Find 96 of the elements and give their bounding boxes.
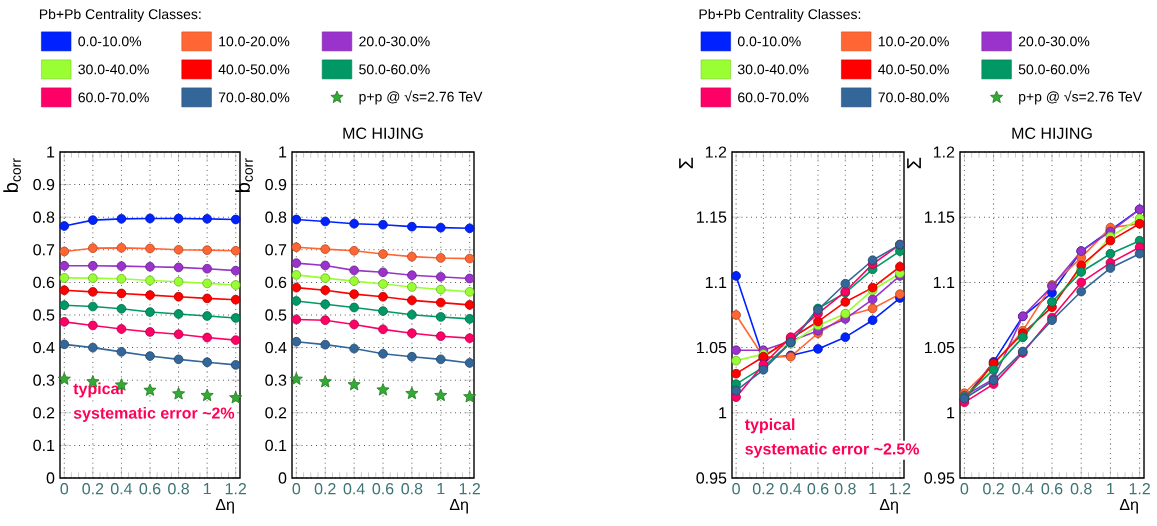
- annotation: systematic error ~2%: [73, 406, 235, 422]
- y-tick-label: 0.4: [265, 341, 287, 354]
- y-axis-title: Σ: [679, 157, 693, 169]
- x-tick-label: 0: [960, 483, 969, 495]
- x-tick-label: 0: [60, 483, 69, 495]
- chart-title: MC HIJING: [343, 127, 423, 139]
- legend-label: 0.0-10.0%: [737, 36, 801, 47]
- legend-label: p+p @ √s=2.76 TeV: [1019, 90, 1143, 105]
- y-tick-label: 0.2: [33, 407, 55, 419]
- legend-label: 30.0-40.0%: [78, 64, 149, 75]
- y-tick-label: 0.4: [33, 341, 55, 354]
- y-axis-title: b$_{corr}$: [235, 158, 253, 193]
- y-tick-label: 0.8: [33, 211, 55, 223]
- x-tick-label: 0.4: [1012, 483, 1034, 495]
- y-tick-label: 0.9: [33, 178, 55, 191]
- y-tick-label: 0.6: [33, 276, 55, 289]
- y-tick-label: 1.1: [705, 276, 727, 288]
- x-tick-label: 0.4: [110, 483, 133, 495]
- y-tick-label: 0.9: [265, 178, 287, 191]
- y-tick-label: 1.15: [697, 211, 727, 223]
- y-tick-label: 0.1: [33, 439, 55, 452]
- y-tick-label: 0.3: [265, 374, 287, 386]
- legend-label: 60.0-70.0%: [78, 92, 149, 103]
- y-tick-label: 1.2: [933, 146, 955, 158]
- legend-label: 10.0-20.0%: [878, 36, 949, 47]
- legend-label: 70.0-80.0%: [878, 92, 949, 103]
- legend-title: Pb+Pb Centrality Classes:: [39, 8, 201, 22]
- x-tick-label: 1: [203, 483, 211, 495]
- legend-label: 40.0-50.0%: [878, 64, 949, 75]
- x-tick-label: 0.2: [752, 483, 774, 495]
- y-tick-label: 0.2: [265, 407, 287, 419]
- y-tick-label: 0: [278, 472, 287, 484]
- x-tick-label: 0.6: [1041, 483, 1063, 495]
- y-tick-label: 1.15: [925, 211, 955, 223]
- x-tick-label: 0.4: [780, 483, 802, 495]
- x-tick-label: 1: [437, 483, 445, 495]
- legend-label: p+p @ √s=2.76 TeV: [359, 90, 483, 105]
- y-tick-label: 1.1: [933, 276, 955, 288]
- x-tick-label: 1: [869, 483, 877, 495]
- x-tick-label: 1: [1107, 483, 1115, 495]
- legend-label: 20.0-30.0%: [359, 36, 430, 47]
- x-axis-title: Δη: [215, 499, 234, 514]
- x-tick-label: 0.8: [1070, 483, 1092, 495]
- y-tick-label: 0.5: [33, 309, 55, 321]
- y-tick-label: 0.5: [265, 309, 287, 321]
- x-tick-label: 0.6: [807, 483, 829, 495]
- y-tick-label: 1: [719, 407, 727, 419]
- x-tick-label: 1.2: [459, 483, 480, 495]
- legend-label: 0.0-10.0%: [78, 36, 142, 47]
- y-tick-label: 1.2: [705, 146, 727, 158]
- legend-label: 20.0-30.0%: [1018, 36, 1090, 47]
- x-axis-title: Δη: [879, 499, 898, 514]
- x-tick-label: 0.6: [372, 483, 394, 495]
- x-tick-label: 0.8: [168, 483, 189, 495]
- x-tick-label: 1.2: [1129, 483, 1150, 495]
- y-tick-label: 0: [46, 472, 55, 484]
- y-tick-label: 0.3: [33, 374, 55, 386]
- y-tick-label: 0.7: [265, 244, 287, 256]
- y-tick-label: 1: [279, 146, 287, 158]
- y-axis-title: b$_{corr}$: [3, 158, 21, 193]
- annotation: typical: [73, 382, 123, 398]
- legend-label: 40.0-50.0%: [218, 64, 290, 75]
- legend-title: Pb+Pb Centrality Classes:: [699, 8, 861, 22]
- annotation: typical: [744, 418, 795, 434]
- x-tick-label: 0.4: [343, 483, 365, 495]
- y-tick-label: 0.6: [265, 276, 287, 289]
- legend-label: 60.0-70.0%: [738, 92, 809, 103]
- x-tick-label: 0: [732, 483, 740, 495]
- x-tick-label: 0: [292, 483, 301, 495]
- x-axis-title: Δη: [1119, 499, 1138, 514]
- legend-label: 50.0-60.0%: [1018, 64, 1090, 75]
- annotation: systematic error ~2.5%: [745, 442, 920, 458]
- y-tick-label: 0.95: [696, 472, 727, 484]
- y-tick-label: 1: [947, 407, 955, 419]
- y-tick-label: 1.05: [925, 341, 955, 354]
- x-tick-label: 0.6: [139, 483, 161, 495]
- x-axis-title: Δη: [449, 499, 468, 514]
- y-tick-label: 0.95: [924, 472, 955, 484]
- x-tick-label: 0.8: [401, 483, 423, 495]
- y-tick-label: 1: [47, 146, 55, 158]
- y-tick-label: 0.1: [265, 439, 287, 452]
- x-tick-label: 1.2: [890, 483, 911, 495]
- y-tick-label: 0.7: [33, 244, 55, 256]
- x-tick-label: 1.2: [225, 483, 247, 495]
- legend-label: 10.0-20.0%: [219, 36, 290, 47]
- legend-label: 50.0-60.0%: [359, 64, 430, 75]
- y-tick-label: 0.8: [265, 211, 287, 223]
- x-tick-label: 0.2: [82, 483, 104, 495]
- x-tick-label: 0.2: [983, 483, 1004, 495]
- legend-label: 30.0-40.0%: [737, 64, 809, 75]
- x-tick-label: 0.2: [314, 483, 336, 495]
- chart-title: MC HIJING: [1012, 127, 1092, 139]
- x-tick-label: 0.8: [834, 483, 856, 495]
- legend-label: 70.0-80.0%: [218, 92, 290, 103]
- y-tick-label: 1.05: [697, 341, 727, 354]
- y-axis-title: Σ: [907, 157, 921, 169]
